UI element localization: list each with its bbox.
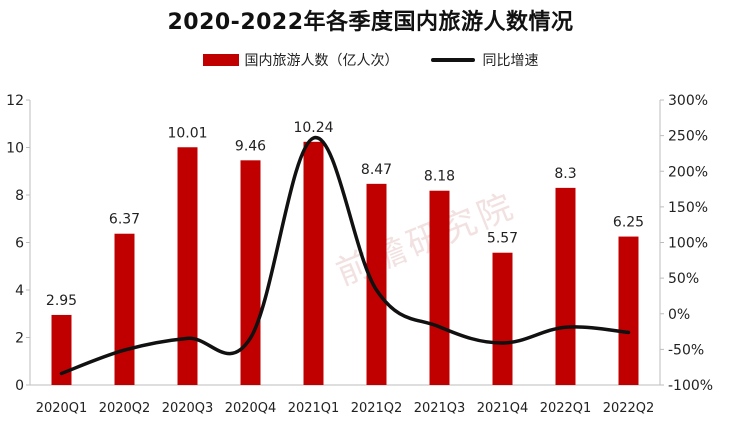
y-right-tick-label: 50% [668,271,699,287]
y-left-tick-label: 0 [15,378,24,394]
bar-data-label: 2.95 [46,293,77,309]
legend-bar-swatch [202,54,239,66]
x-tick-label: 2020Q1 [36,401,88,416]
y-left-tick-label: 2 [15,331,24,347]
y-right-tick-label: 150% [668,200,708,216]
bar-data-label: 6.37 [109,212,140,228]
x-tick-label: 2020Q3 [162,401,214,416]
legend-item-line: 同比增速 [430,50,539,70]
x-tick-label: 2021Q4 [477,401,529,416]
y-left-tick-label: 12 [6,93,24,109]
y-right-tick-label: 0% [668,307,690,323]
bar-data-label: 9.46 [235,138,266,154]
x-tick-label: 2022Q1 [540,401,592,416]
bar [114,233,135,385]
chart-title: 2020-2022年各季度国内旅游人数情况 [167,10,574,35]
x-tick-label: 2022Q2 [603,401,655,416]
bar-data-label: 8.3 [554,166,576,182]
y-right-tick-label: 250% [668,129,708,145]
y-right-tick-label: 300% [668,93,708,109]
legend-line-label: 同比增速 [482,53,539,69]
y-left-tick-label: 4 [15,283,24,299]
bar [303,141,324,385]
bar [51,314,72,385]
bar [240,160,261,385]
legend-bar-label: 国内旅游人数（亿人次） [244,53,399,69]
bar-data-label: 6.25 [613,215,644,231]
y-right-tick-label: 200% [668,164,708,180]
bar-data-label: 8.18 [424,169,455,185]
y-right-tick-label: -100% [668,378,713,394]
x-tick-label: 2021Q2 [351,401,403,416]
x-tick-label: 2020Q2 [99,401,151,416]
bar-data-label: 8.47 [361,162,392,178]
bar [555,187,576,385]
bar-data-label: 5.57 [487,231,518,247]
bar [177,147,198,385]
bar [366,183,387,385]
legend-item-bar: 国内旅游人数（亿人次） [202,50,399,70]
y-right-tick-label: 100% [668,236,708,252]
y-left-tick-label: 10 [6,141,24,157]
x-tick-label: 2021Q3 [414,401,466,416]
y-left-tick-label: 8 [15,188,24,204]
growth-rate-line [59,136,631,376]
x-tick-label: 2021Q1 [288,401,340,416]
bar-data-label: 10.24 [293,120,333,136]
legend-line-swatch [430,58,475,62]
y-left-tick-label: 6 [15,236,24,252]
y-right-tick-label: -50% [668,342,704,358]
bar [492,252,513,385]
bar [429,190,450,385]
bar-data-label: 10.01 [167,125,207,141]
bar [618,236,639,385]
chart-legend: 国内旅游人数（亿人次） 同比增速 [0,50,741,70]
x-tick-label: 2020Q4 [225,401,277,416]
